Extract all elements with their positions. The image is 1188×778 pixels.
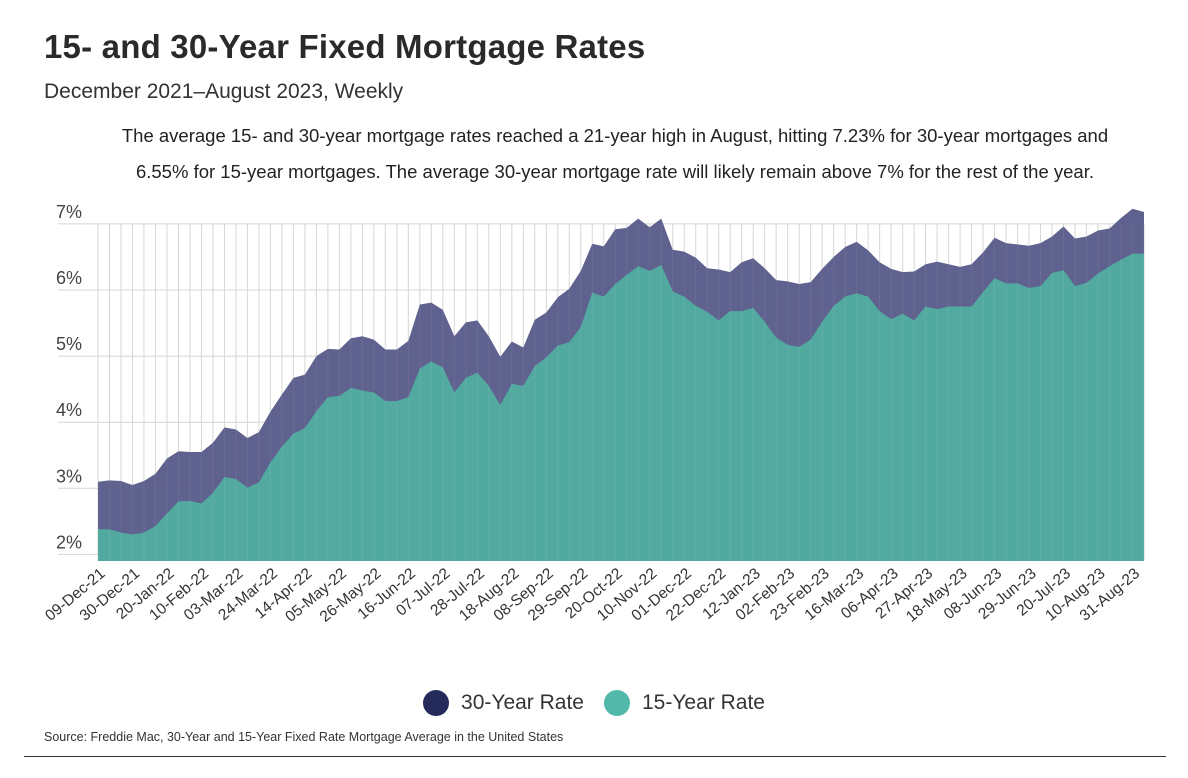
y-axis: 2% 3% 4% 5% 6% 7% — [56, 202, 82, 552]
x-axis: 09-Dec-2130-Dec-2120-Jan-2210-Feb-2203-M… — [42, 565, 1143, 626]
y-tick-label: 7% — [56, 202, 82, 222]
legend-item-15-year: 15-Year Rate — [604, 690, 765, 716]
legend-swatch-30-year — [423, 690, 450, 716]
legend-swatch-15-year — [604, 690, 630, 716]
chart-areas — [97, 208, 1145, 561]
chart-annotation: The average 15- and 30-year mortgage rat… — [121, 125, 1109, 182]
legend-label-15-year: 15-Year Rate — [642, 691, 765, 714]
legend-label-30-year: 30-Year Rate — [461, 691, 584, 714]
legend-item-30-year: 30-Year Rate — [423, 690, 584, 716]
y-tick-label: 2% — [56, 532, 82, 552]
source-note: Source: Freddie Mac, 30-Year and 15-Year… — [44, 730, 564, 744]
y-tick-label: 3% — [56, 466, 82, 486]
chart-legend: 30-Year Rate 15-Year Rate — [0, 690, 1188, 716]
bottom-divider — [24, 756, 1166, 757]
mortgage-rates-area-chart: 2% 3% 4% 5% 6% 7% 09-Dec-2130-Dec-2120-Jan-22… — [42, 202, 1145, 626]
area-15-year-rate — [98, 253, 1144, 561]
chart-title: 15- and 30-Year Fixed Mortgage Rates — [44, 28, 646, 65]
y-tick-label: 4% — [56, 400, 82, 420]
chart-subtitle: December 2021–August 2023, Weekly — [44, 80, 404, 103]
y-tick-label: 6% — [56, 268, 82, 288]
y-tick-label: 5% — [56, 334, 82, 354]
